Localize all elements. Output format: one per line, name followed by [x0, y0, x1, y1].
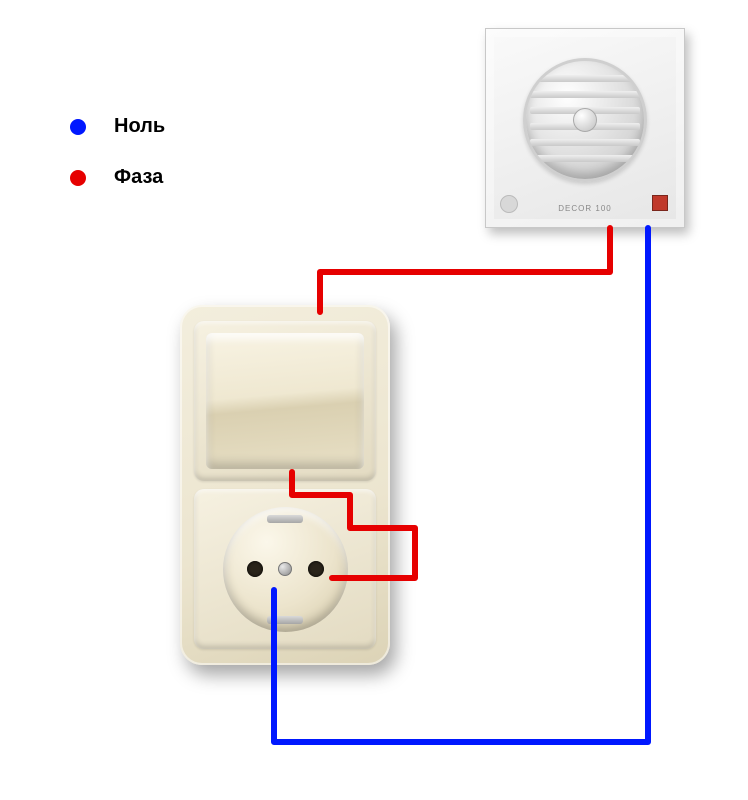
legend: Ноль Фаза — [70, 115, 165, 217]
switch-socket-plate — [180, 305, 390, 665]
socket-pin-hole — [247, 561, 263, 577]
wiring-diagram: Ноль Фаза DECOR 100 — [0, 0, 748, 800]
power-socket[interactable] — [223, 507, 348, 632]
earth-clip-icon — [267, 616, 303, 624]
fan-hub — [573, 108, 597, 132]
phase-wire-fan-to-switch — [320, 228, 610, 312]
legend-label-neutral: Ноль — [114, 115, 165, 138]
fan-indicator-led — [652, 195, 668, 211]
legend-row-phase: Фаза — [70, 166, 165, 189]
exhaust-fan: DECOR 100 — [485, 28, 685, 228]
switch-module — [194, 321, 376, 481]
socket-screw-icon — [278, 562, 292, 576]
legend-dot-phase — [70, 170, 86, 186]
earth-clip-icon — [267, 515, 303, 523]
rocker-switch[interactable] — [206, 333, 364, 469]
fan-grille — [523, 58, 647, 182]
legend-label-phase: Фаза — [114, 166, 163, 189]
socket-pin-hole — [308, 561, 324, 577]
fan-model-label: DECOR 100 — [558, 204, 611, 213]
socket-module — [194, 489, 376, 649]
legend-dot-neutral — [70, 119, 86, 135]
legend-row-neutral: Ноль — [70, 115, 165, 138]
fan-logo-icon — [500, 195, 518, 213]
